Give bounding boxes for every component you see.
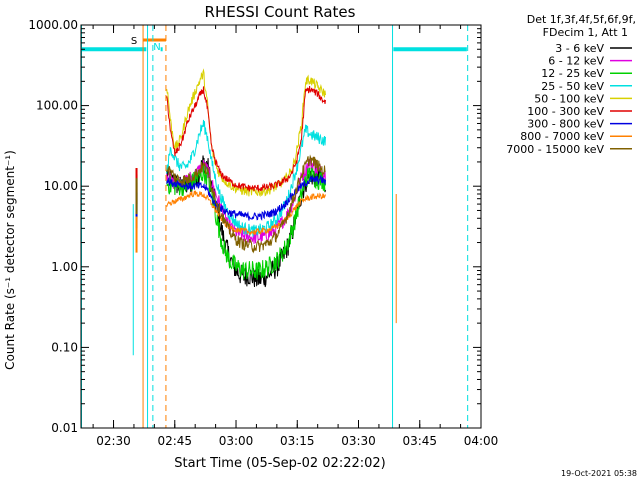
chart-title: RHESSI Count Rates bbox=[205, 3, 356, 21]
y-tick-label: 1.00 bbox=[51, 260, 78, 274]
x-tick-label: 03:45 bbox=[402, 434, 437, 448]
x-tick-label: 03:00 bbox=[219, 434, 254, 448]
saa-flag: S bbox=[131, 36, 137, 47]
legend-label: 3 - 6 keV bbox=[555, 42, 604, 55]
x-tick-label: 03:15 bbox=[280, 434, 315, 448]
series-line bbox=[166, 190, 326, 236]
legend-label: 50 - 100 keV bbox=[534, 92, 604, 105]
series-line bbox=[166, 174, 326, 221]
series-line bbox=[166, 86, 326, 192]
y-tick-label: 0.01 bbox=[51, 421, 78, 435]
legend-header-line: FDecim 1, Att 1 bbox=[543, 26, 628, 39]
x-tick-label: 02:30 bbox=[96, 434, 131, 448]
axes: 0.01 0.10 1.00 10.00 100.00 1000.00 02:30 02:45… bbox=[28, 18, 498, 448]
y-tick-label: 100.00 bbox=[36, 99, 78, 113]
y-tick-label: 1000.00 bbox=[28, 18, 78, 32]
series-line bbox=[166, 154, 326, 254]
legend-label: 12 - 25 keV bbox=[541, 67, 604, 80]
legend-header-line: Det 1f,3f,4f,5f,6f,9f, bbox=[527, 13, 636, 26]
x-tick-label: 03:30 bbox=[341, 434, 376, 448]
legend-label: 100 - 300 keV bbox=[527, 105, 604, 118]
legend-label: 7000 - 15000 keV bbox=[506, 143, 604, 156]
x-axis-label: Start Time (05-Sep-02 02:22:02) bbox=[174, 456, 385, 471]
legend-label: 25 - 50 keV bbox=[541, 80, 604, 93]
axes-frame bbox=[80, 24, 482, 429]
x-tick-label: 02:45 bbox=[157, 434, 192, 448]
timestamp: 19-Oct-2021 05:38 bbox=[561, 469, 637, 478]
plot-area: SN bbox=[81, 25, 469, 428]
legend-label: 800 - 7000 keV bbox=[520, 130, 604, 143]
series-line bbox=[166, 119, 326, 237]
x-tick-label: 04:00 bbox=[464, 434, 499, 448]
series-line bbox=[166, 68, 326, 198]
legend-label: 300 - 800 keV bbox=[527, 118, 604, 131]
series-line bbox=[166, 163, 326, 280]
y-tick-label: 10.00 bbox=[44, 179, 78, 193]
legend-header: Det 1f,3f,4f,5f,6f,9f, FDecim 1, Att 1 bbox=[527, 13, 636, 39]
y-tick-label: 0.10 bbox=[51, 340, 78, 354]
y-axis-label: Count Rate (s⁻¹ detector segment⁻¹) bbox=[3, 150, 17, 370]
legend-label: 6 - 12 keV bbox=[548, 55, 604, 68]
night-flag: N bbox=[153, 42, 160, 53]
